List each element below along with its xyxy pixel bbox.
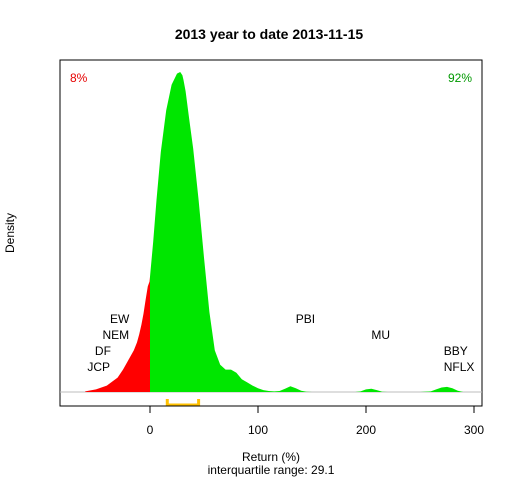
annotation-label: EW	[110, 312, 130, 326]
y-axis-label: Density	[3, 213, 17, 253]
chart-title: 2013 year to date 2013-11-15	[175, 26, 364, 42]
percent-positive: 92%	[448, 71, 472, 85]
annotations: EW NEM DF JCP PBI MU BBY NFLX	[87, 312, 474, 374]
iqr-bracket	[165, 399, 201, 407]
annotation-label: DF	[95, 344, 111, 358]
x-tick-label: 300	[464, 423, 484, 437]
plot-area: EW NEM DF JCP PBI MU BBY NFLX 8% 92%	[59, 59, 483, 407]
annotation-label: NFLX	[444, 360, 475, 374]
negative-area	[85, 276, 150, 392]
x-tick-label: 0	[147, 423, 154, 437]
x-axis-label: Return (%)	[242, 450, 300, 464]
positive-area	[150, 72, 464, 392]
x-tick-label: 200	[356, 423, 376, 437]
percent-negative: 8%	[70, 71, 88, 85]
annotation-label: JCP	[87, 360, 110, 374]
iqr-subtitle: interquartile range: 29.1	[208, 463, 335, 477]
x-tick-label: 100	[248, 423, 268, 437]
annotation-label: MU	[371, 328, 390, 342]
annotation-label: BBY	[444, 344, 468, 358]
x-axis: 0 100 200 300	[147, 405, 484, 437]
plot-frame	[59, 59, 483, 407]
annotation-label: NEM	[102, 328, 129, 342]
annotation-label: PBI	[296, 312, 315, 326]
